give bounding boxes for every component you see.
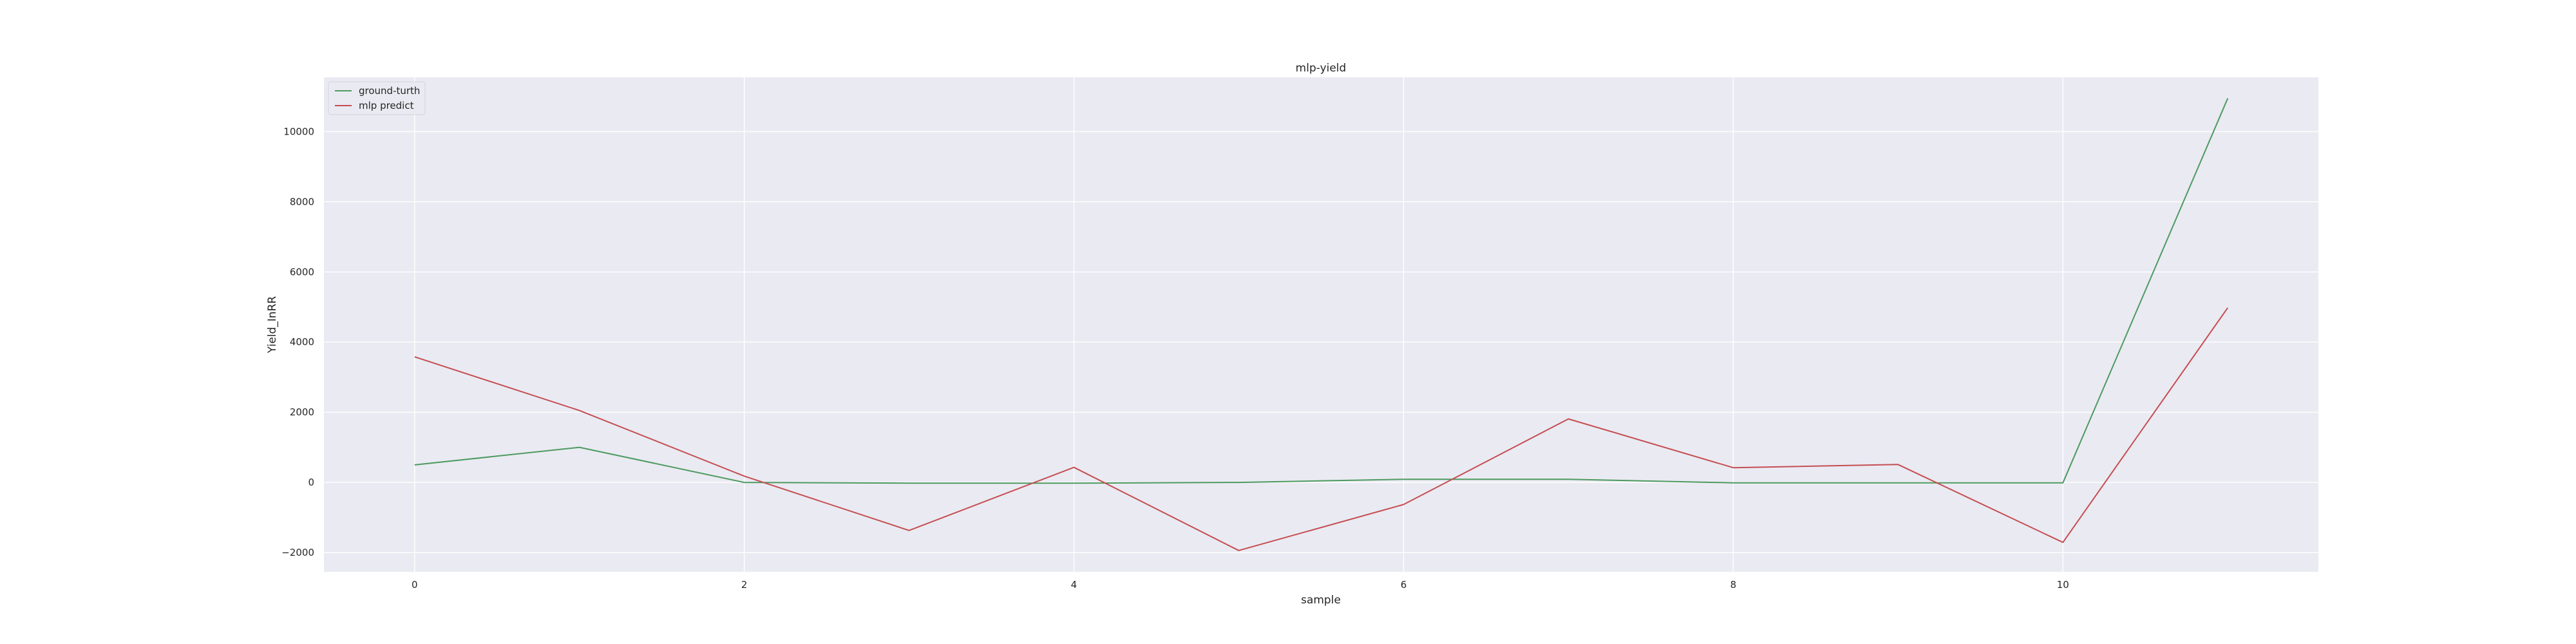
y-tick-label: 0: [308, 477, 314, 488]
x-tick-label: 4: [1071, 579, 1077, 591]
legend-label-mlp-predict: mlp predict: [359, 100, 414, 111]
y-tick-label: 2000: [290, 406, 314, 418]
y-tick-label: −2000: [281, 547, 314, 558]
series-line-ground-turth: [414, 98, 2229, 484]
x-axis-label: sample: [1301, 594, 1341, 607]
legend: ground-turth mlp predict: [328, 81, 426, 115]
x-tick-label: 8: [1730, 579, 1737, 591]
grid: [324, 77, 2318, 572]
x-tick-label: 6: [1401, 579, 1407, 591]
y-tick-label: 10000: [283, 126, 314, 137]
series-line-mlp-predict: [414, 307, 2229, 551]
plot-area: [324, 77, 2318, 572]
legend-box: [328, 81, 426, 115]
y-tick-label: 4000: [290, 336, 314, 348]
x-tick-label: 0: [412, 579, 418, 591]
tick-labels: 0 2 4 6 8 10 −2000 0 2000 4000 6000 8000 10000: [281, 126, 2069, 591]
y-tick-label: 8000: [290, 196, 314, 207]
x-tick-label: 2: [741, 579, 748, 591]
series-layer: [414, 98, 2229, 551]
chart-title: mlp-yield: [1296, 62, 1347, 75]
x-tick-label: 10: [2057, 579, 2069, 591]
legend-label-ground-turth: ground-turth: [359, 85, 420, 97]
y-tick-label: 6000: [290, 266, 314, 278]
y-axis-label: Yield_InRR: [266, 296, 279, 354]
